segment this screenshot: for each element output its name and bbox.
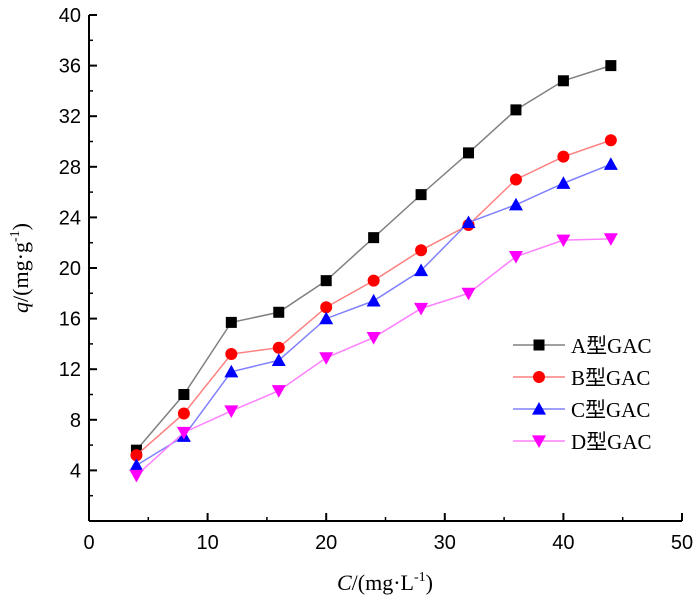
series-line [135,64,612,451]
data-point [130,449,143,462]
data-point [603,157,618,170]
data-point [368,232,380,244]
y-tick-label: 8 [70,410,81,432]
x-tick-label: 40 [552,532,574,554]
y-tick-label: 12 [59,359,81,381]
data-point [604,134,617,147]
y-axis-close: ) [8,223,33,230]
data-point [508,197,523,211]
data-point [225,316,237,328]
data-point [508,251,523,264]
data-point [415,244,428,257]
y-axis-unit: /(mg·g [8,242,33,302]
data-point [556,234,571,248]
data-point [463,147,475,159]
data-point [225,348,238,361]
legend-label: B型GAC [571,366,650,390]
legend-marker [532,435,546,448]
x-axis-close: ) [426,570,433,595]
series-group [129,60,618,483]
y-tick-label: 24 [59,207,81,229]
data-point [272,341,285,354]
legend-label: D型GAC [571,430,652,454]
data-point [461,287,476,301]
x-tick-label: 50 [671,532,693,554]
y-tick-label: 32 [59,106,81,128]
data-point [129,458,144,471]
y-tick-label: 16 [59,309,81,331]
data-point [414,263,429,277]
data-point [366,331,381,345]
legend-item-bgac: B型GAC [513,366,650,390]
data-point [603,233,618,246]
legend-marker [533,339,545,351]
data-point [557,75,569,87]
data-point [320,301,333,314]
x-tick-label: 20 [315,532,337,554]
x-axis-sup: -1 [414,570,426,585]
y-axis-sup: -1 [8,230,23,242]
legend-item-cgac: C型GAC [513,398,650,422]
series-line [136,163,612,466]
data-point [366,293,381,307]
y-tick-label: 20 [59,258,81,280]
data-point [178,389,190,400]
data-point [509,173,522,186]
data-point [319,352,334,365]
data-point [320,275,332,287]
legend: A型GAC B型GAC C型GAC D型GAC [513,334,652,454]
x-axis-unit: /(mg·L [352,570,414,595]
x-axis-var: C [337,570,352,595]
data-point [129,469,144,483]
data-point [414,302,429,316]
data-point [415,189,427,201]
y-axis-title: q/(mg·g-1) [8,223,33,313]
data-point [176,426,191,440]
ticks: 0 10 20 30 40 50 4 8 12 16 20 24 28 32 36 40 [59,5,693,554]
data-point [224,405,239,418]
legend-label: C型GAC [571,398,650,422]
y-axis-var: q [8,302,33,313]
legend-item-dgac: D型GAC [513,430,652,454]
x-tick-label: 10 [196,532,218,554]
data-point [271,385,286,398]
x-tick-label: 0 [83,532,94,554]
data-point [271,353,286,366]
data-point [273,306,285,318]
y-tick-label: 40 [59,5,81,27]
series-dgac [129,233,618,483]
data-point [557,150,570,163]
x-tick-label: 30 [434,532,456,554]
legend-marker [532,402,546,415]
y-tick-label: 28 [59,157,81,179]
x-axis-title: C/(mg·L-1) [337,570,433,595]
y-tick-label: 4 [70,460,81,482]
data-point [224,364,239,378]
legend-marker [533,371,545,383]
legend-label: A型GAC [571,334,652,358]
y-tick-label: 36 [59,56,81,78]
data-point [367,274,380,287]
series-agac [130,60,617,456]
data-point [177,407,190,420]
data-point [510,104,522,116]
data-point [556,176,571,189]
data-point [605,60,617,72]
series-cgac [129,157,618,471]
data-point [319,311,334,325]
legend-item-agac: A型GAC [513,334,652,358]
data-point [461,215,476,229]
